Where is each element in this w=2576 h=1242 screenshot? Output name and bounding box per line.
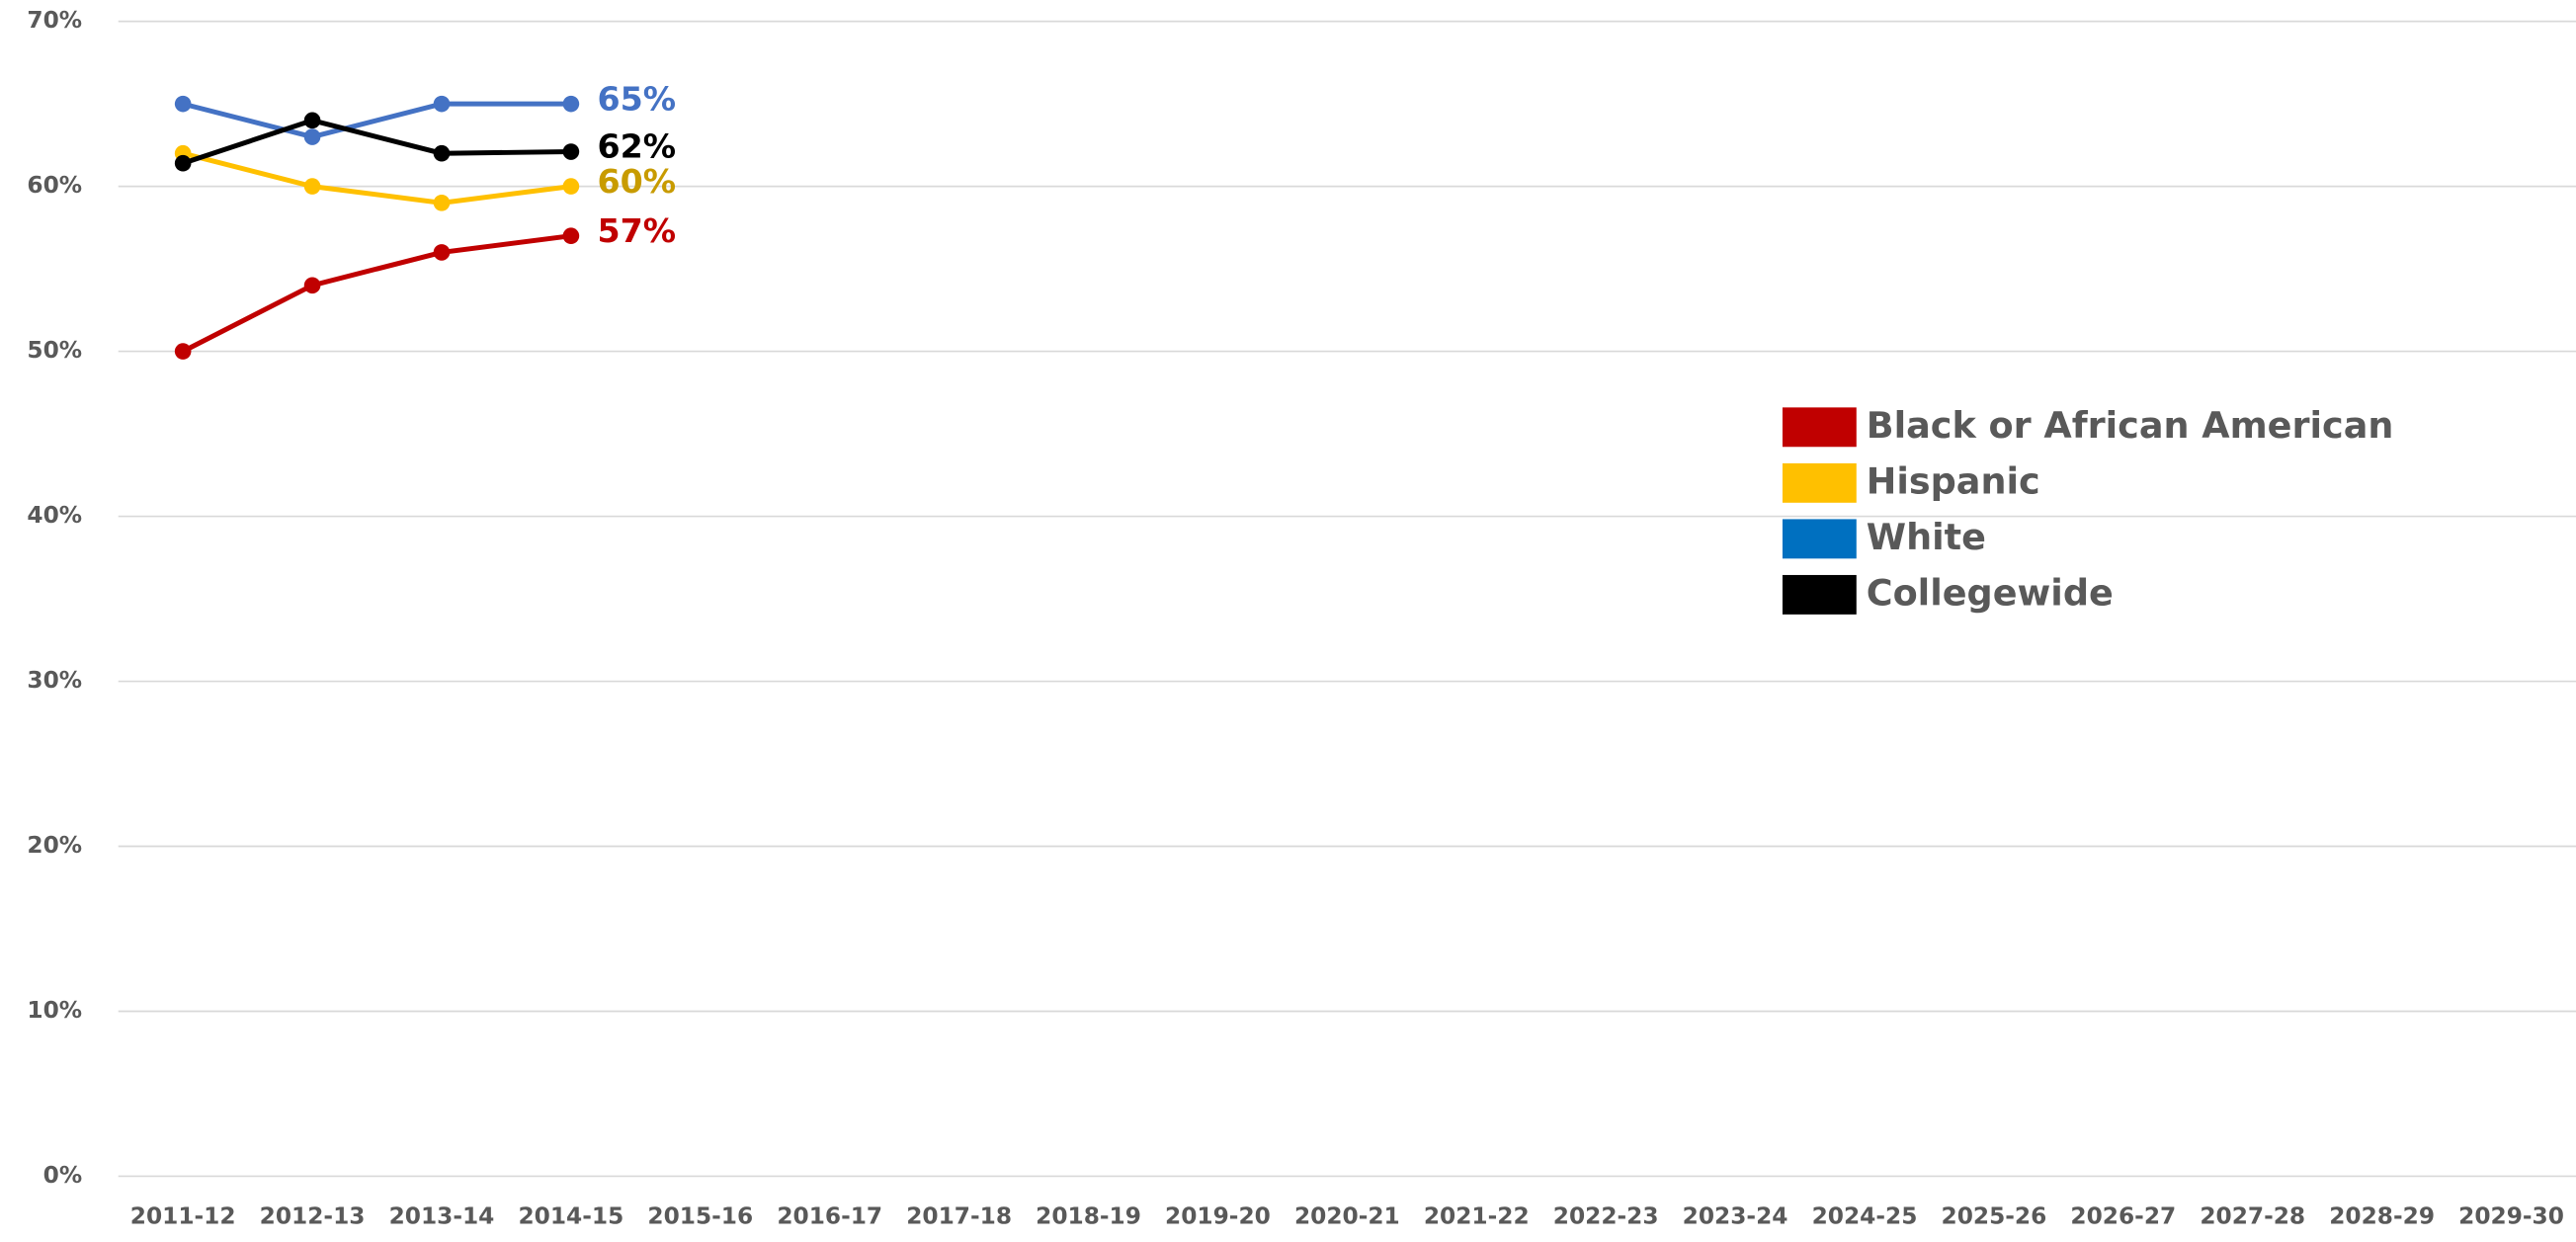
x-tick-label: 2018-19 <box>1036 1203 1141 1230</box>
x-tick-label: 2013-14 <box>389 1203 495 1230</box>
point <box>303 277 321 294</box>
point <box>433 144 451 162</box>
point <box>433 195 451 211</box>
legend-label: Collegewide <box>1867 571 2114 614</box>
x-tick-label: 2021-22 <box>1424 1203 1530 1230</box>
value-label: 62% <box>597 127 676 166</box>
x-tick-label: 2024-25 <box>1812 1203 1918 1230</box>
legend-label: Black or African American <box>1867 404 2394 447</box>
x-tick-label: 2019-20 <box>1165 1203 1271 1230</box>
x-tick-label: 2027-28 <box>2200 1203 2305 1230</box>
x-tick-label: 2028-29 <box>2329 1203 2435 1230</box>
point <box>174 154 192 172</box>
point <box>433 95 451 113</box>
y-tick-label: 70% <box>27 7 82 34</box>
point <box>433 244 451 261</box>
point <box>562 227 580 245</box>
point <box>562 143 580 160</box>
point <box>174 343 192 360</box>
x-tick-label: 2029-30 <box>2458 1203 2564 1230</box>
y-tick-label: 40% <box>27 502 82 529</box>
series-line <box>182 101 571 140</box>
x-tick-label: 2023-24 <box>1683 1203 1788 1230</box>
legend-swatch <box>1782 407 1857 448</box>
x-tick-label: 2014-15 <box>518 1203 623 1230</box>
y-tick-label: 30% <box>27 667 82 694</box>
x-tick-label: 2026-27 <box>2070 1203 2176 1230</box>
legend-swatch <box>1782 462 1857 503</box>
y-tick-label: 20% <box>27 832 82 859</box>
y-tick-label: 60% <box>27 172 82 199</box>
legend-swatch <box>1782 519 1857 559</box>
value-label: 60% <box>597 162 676 201</box>
x-tick-label: 2015-16 <box>647 1203 753 1230</box>
legend-label: Hispanic <box>1867 459 2040 502</box>
x-tick-label: 2020-21 <box>1294 1203 1400 1230</box>
y-tick-label: 10% <box>27 997 82 1024</box>
point <box>303 128 321 145</box>
point <box>303 178 321 195</box>
legend-swatch <box>1782 574 1857 615</box>
series-line <box>182 150 572 206</box>
x-tick-label: 2025-26 <box>1942 1203 2047 1230</box>
series-line <box>182 233 572 354</box>
y-tick-label: 0% <box>43 1162 83 1189</box>
value-label: 57% <box>597 211 676 250</box>
x-tick-label: 2017-18 <box>906 1203 1012 1230</box>
x-tick-label: 2022-23 <box>1553 1203 1659 1230</box>
series-line <box>182 118 571 166</box>
value-label: 65% <box>597 79 676 118</box>
point <box>562 95 580 113</box>
point <box>562 178 580 195</box>
x-tick-label: 2012-13 <box>260 1203 366 1230</box>
x-tick-label: 2016-17 <box>777 1203 882 1230</box>
point <box>174 95 192 113</box>
x-tick-label: 2011-12 <box>130 1203 236 1230</box>
point <box>303 112 321 129</box>
legend-label: White <box>1867 516 1986 558</box>
y-tick-label: 50% <box>27 337 82 364</box>
